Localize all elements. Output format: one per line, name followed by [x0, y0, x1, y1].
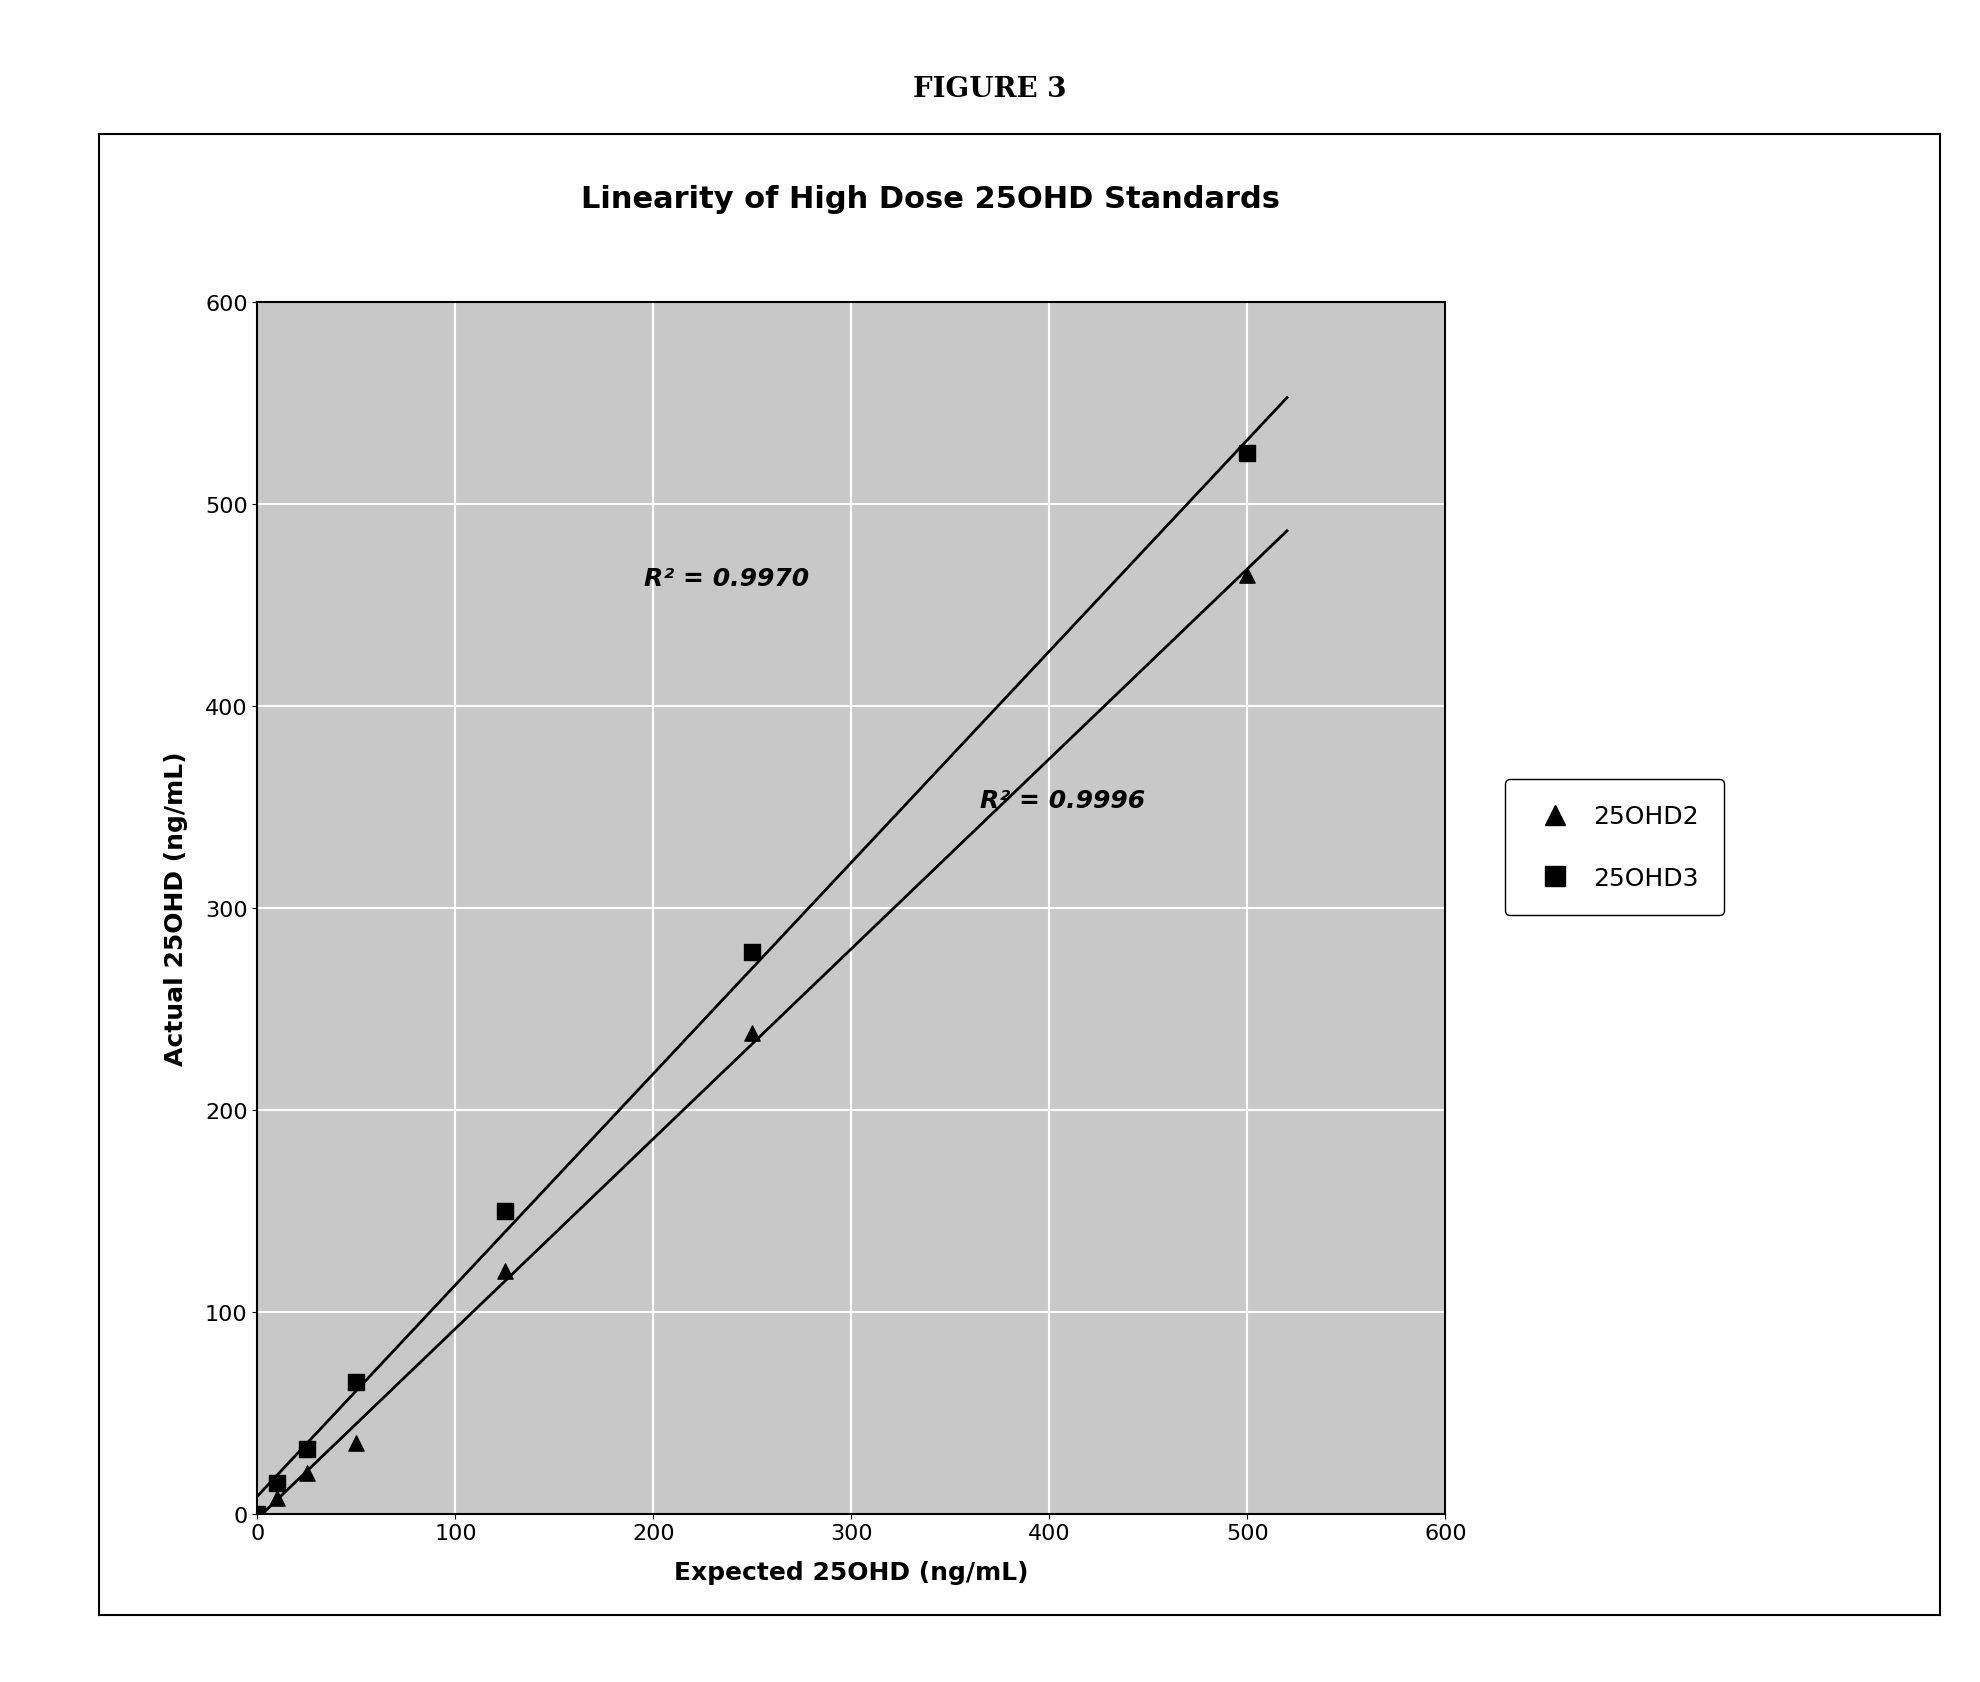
Point — [1232, 441, 1263, 468]
Point — [341, 1369, 372, 1396]
Text: Linearity of High Dose 25OHD Standards: Linearity of High Dose 25OHD Standards — [580, 185, 1281, 214]
Point — [489, 1258, 521, 1285]
Point — [261, 1470, 293, 1497]
Text: FIGURE 3: FIGURE 3 — [913, 76, 1067, 103]
Point — [1232, 562, 1263, 589]
Point — [737, 1019, 768, 1046]
Point — [291, 1460, 323, 1487]
Point — [489, 1198, 521, 1224]
Legend: 25OHD2, 25OHD3: 25OHD2, 25OHD3 — [1505, 780, 1723, 915]
Text: R² = 0.9970: R² = 0.9970 — [644, 567, 808, 590]
Text: R² = 0.9996: R² = 0.9996 — [980, 789, 1144, 812]
Point — [341, 1430, 372, 1457]
X-axis label: Expected 25OHD (ng/mL): Expected 25OHD (ng/mL) — [673, 1561, 1030, 1584]
Point — [261, 1484, 293, 1510]
Point — [737, 939, 768, 965]
Point — [291, 1436, 323, 1463]
Y-axis label: Actual 25OHD (ng/mL): Actual 25OHD (ng/mL) — [164, 752, 188, 1065]
Point — [242, 1500, 273, 1527]
Point — [242, 1500, 273, 1527]
